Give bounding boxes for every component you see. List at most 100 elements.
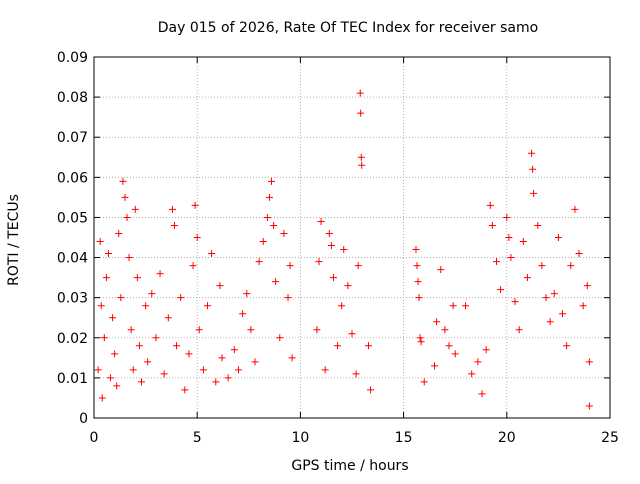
data-point — [497, 286, 505, 294]
data-point — [212, 378, 220, 386]
data-point — [559, 310, 567, 318]
data-point — [191, 201, 199, 209]
data-point — [129, 366, 137, 374]
y-tick-label: 0.05 — [57, 210, 88, 226]
data-point — [478, 390, 486, 398]
data-point — [135, 342, 143, 350]
x-tick-label: 5 — [193, 430, 202, 446]
grid-layer — [94, 57, 610, 418]
data-point — [357, 153, 365, 161]
data-point — [98, 394, 106, 402]
data-point — [263, 213, 271, 221]
y-tick-label: 0.06 — [57, 170, 88, 186]
data-point — [97, 302, 105, 310]
data-point — [218, 354, 226, 362]
data-point — [367, 386, 375, 394]
data-point — [168, 205, 176, 213]
data-point — [109, 314, 117, 322]
data-point — [515, 326, 523, 334]
data-point — [96, 238, 104, 246]
data-point — [111, 350, 119, 358]
data-point — [519, 238, 527, 246]
x-axis-label: GPS time / hours — [291, 458, 408, 474]
data-point — [585, 358, 593, 366]
data-point — [276, 334, 284, 342]
data-point — [131, 205, 139, 213]
data-point — [251, 358, 259, 366]
data-point — [431, 362, 439, 370]
y-tick-label: 0.02 — [57, 331, 88, 347]
data-point — [121, 193, 129, 201]
y-tick-label: 0.04 — [57, 251, 88, 267]
data-point — [579, 302, 587, 310]
data-point — [247, 326, 255, 334]
data-point — [542, 294, 550, 302]
data-point — [344, 282, 352, 290]
data-point — [133, 274, 141, 282]
data-point — [356, 89, 364, 97]
data-point — [334, 342, 342, 350]
data-point — [173, 342, 181, 350]
data-point — [433, 318, 441, 326]
y-tick-label: 0.01 — [57, 371, 88, 387]
y-tick-label: 0.07 — [57, 130, 88, 146]
data-point — [317, 217, 325, 225]
data-point — [164, 314, 172, 322]
data-point — [115, 229, 123, 237]
data-point — [451, 350, 459, 358]
data-point — [528, 149, 536, 157]
data-point — [195, 326, 203, 334]
data-point — [348, 330, 356, 338]
data-point — [142, 302, 150, 310]
data-point — [94, 366, 102, 374]
data-point — [352, 370, 360, 378]
data-point — [185, 350, 193, 358]
data-point — [199, 366, 207, 374]
data-point — [189, 262, 197, 270]
data-point — [354, 262, 362, 270]
data-point — [417, 338, 425, 346]
data-point — [554, 234, 562, 241]
data-point — [449, 302, 457, 310]
data-point — [104, 250, 112, 258]
data-point — [538, 262, 546, 270]
data-point — [325, 229, 333, 237]
y-axis-label: ROTI / TECUs — [6, 194, 22, 286]
data-point — [234, 366, 242, 374]
data-point — [420, 378, 428, 386]
data-point — [208, 250, 216, 258]
data-point — [160, 370, 168, 378]
data-point — [413, 262, 421, 270]
data-point — [181, 386, 189, 394]
data-point — [563, 342, 571, 350]
data-point — [571, 205, 579, 213]
data-point — [284, 294, 292, 302]
data-point — [492, 258, 500, 266]
data-point — [488, 221, 496, 229]
data-point — [137, 378, 145, 386]
data-point — [511, 298, 519, 306]
data-point — [286, 262, 294, 270]
data-point — [100, 334, 108, 342]
data-point — [177, 294, 185, 302]
data-point — [358, 161, 366, 169]
data-point — [170, 221, 178, 229]
data-point — [503, 213, 511, 221]
data-point — [585, 402, 593, 410]
data-point — [313, 326, 321, 334]
data-point — [224, 374, 232, 382]
data-point — [340, 246, 348, 254]
data-point — [415, 294, 423, 302]
data-point — [546, 318, 554, 326]
tick-layer: 0 5 10 15 20 25 0 0.01 0.02 0.03 0.04 0.05 0.06 0.07 0… — [57, 50, 619, 446]
y-tick-label: 0 — [79, 411, 88, 427]
data-point — [482, 346, 490, 354]
data-point — [530, 189, 538, 197]
data-point — [315, 258, 323, 266]
data-point — [119, 177, 127, 185]
data-point — [259, 238, 267, 246]
plot-frame — [93, 56, 611, 419]
data-point — [474, 358, 482, 366]
chart-title: Day 015 of 2026, Rate Of TEC Index for r… — [158, 20, 538, 36]
